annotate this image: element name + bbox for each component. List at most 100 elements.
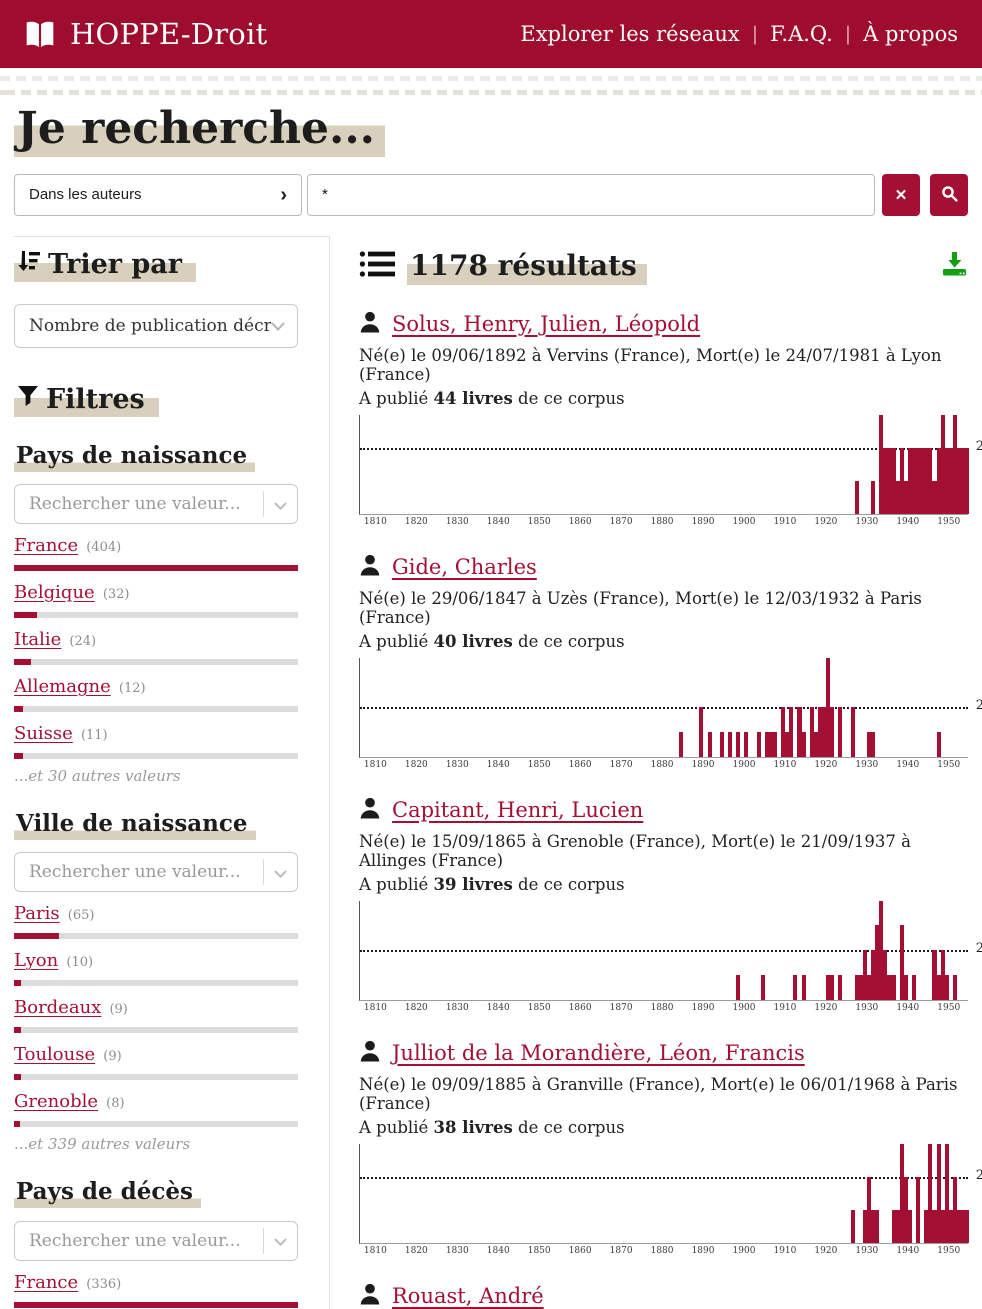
nav-faq[interactable]: F.A.Q. — [770, 22, 833, 46]
facet-search-input[interactable]: Rechercher une valeur... — [14, 484, 298, 525]
facet-value-link[interactable]: France — [14, 1271, 79, 1293]
sort-select[interactable]: Nombre de publication décroissant — [14, 303, 298, 348]
author-bio: Né(e) le 29/06/1847 à Uzès (France), Mor… — [359, 588, 922, 627]
search-button[interactable] — [930, 173, 968, 216]
download-icon — [941, 251, 968, 281]
x-tick-label: 1810 — [363, 759, 387, 770]
facet-value-count: (12) — [114, 681, 146, 697]
results-count-label: 1178 résultats — [407, 249, 647, 286]
chart-bar — [772, 731, 778, 757]
author-name-link[interactable]: Julliot de la Morandière, Léon, Francis — [392, 1040, 805, 1065]
x-tick-label: 1820 — [404, 1245, 428, 1256]
chart-bar — [871, 731, 876, 757]
x-tick-label: 1900 — [732, 1245, 756, 1256]
author-name-link[interactable]: Capitant, Henri, Lucien — [392, 797, 644, 822]
author-name-link[interactable]: Rouast, André — [392, 1283, 544, 1308]
chart-bar — [760, 974, 765, 1000]
reference-line — [360, 447, 968, 450]
chart-bar — [940, 414, 945, 514]
facet-bar-fill — [14, 980, 22, 987]
facet-item: France (336) — [14, 1272, 298, 1308]
x-tick-label: 1860 — [568, 1002, 592, 1013]
search-icon — [941, 185, 958, 205]
author-bio: Né(e) le 09/09/1885 à Granville (France)… — [359, 1074, 958, 1113]
x-tick-label: 1850 — [527, 1002, 551, 1013]
chart-bar — [932, 950, 937, 1000]
chart-bar — [952, 974, 957, 1000]
chart-bar — [781, 707, 786, 757]
chart-bar — [727, 731, 733, 757]
facet-value-link[interactable]: Lyon — [14, 950, 59, 972]
chart-bar — [920, 447, 925, 514]
nav-separator: | — [751, 23, 759, 45]
x-tick-label: 1950 — [937, 516, 961, 527]
chart-bar — [944, 447, 949, 514]
x-tick-label: 1820 — [404, 759, 428, 770]
chart-bar — [916, 1176, 921, 1243]
facet-search-input[interactable]: Rechercher une valeur... — [14, 852, 298, 893]
facet-value-link[interactable]: Grenoble — [14, 1091, 98, 1113]
publication-histogram: 2 1810 1820 1830 1840 1850 1860 1870 1880 1890 19… — [359, 900, 982, 1016]
reference-line — [360, 707, 968, 710]
facet-search-input[interactable]: Rechercher une valeur... — [14, 1220, 298, 1261]
chart-bar — [940, 950, 945, 1000]
x-tick-label: 1950 — [937, 1245, 961, 1256]
x-tick-label: 1850 — [527, 759, 551, 770]
x-tick-label: 1840 — [486, 759, 510, 770]
facet-value-link[interactable]: Toulouse — [14, 1044, 96, 1066]
sort-descending-icon — [16, 249, 42, 280]
facet-title: Ville de naissance — [14, 810, 298, 841]
x-tick-label: 1930 — [855, 759, 879, 770]
x-tick-label: 1930 — [855, 1245, 879, 1256]
search-scope-select[interactable]: Dans les auteurs › — [14, 173, 302, 216]
download-results-button[interactable] — [941, 250, 968, 281]
result-item: Capitant, Henri, Lucien Né(e) le 15/09/1… — [359, 797, 982, 1016]
x-tick-label: 1830 — [445, 759, 469, 770]
author-name-link[interactable]: Solus, Henry, Julien, Léopold — [392, 311, 701, 336]
chevron-down-icon — [274, 495, 287, 514]
chart-bar — [924, 447, 929, 514]
x-tick-label: 1890 — [691, 1245, 715, 1256]
author-publication-count: A publié 38 livres de ce corpus — [359, 1117, 625, 1137]
facet-value-link[interactable]: Bordeaux — [14, 997, 102, 1019]
facet-bar-fill — [14, 753, 23, 760]
x-tick-label: 1810 — [363, 1245, 387, 1256]
facet-value-link[interactable]: France — [14, 535, 79, 557]
chart-bar — [838, 974, 843, 1000]
search-input[interactable] — [307, 173, 875, 216]
chart-bar — [793, 974, 798, 1000]
chart-bar — [871, 950, 876, 1000]
facet-value-link[interactable]: Paris — [14, 903, 60, 925]
chart-bar — [875, 925, 880, 1000]
facet-bar-track — [14, 753, 298, 760]
facet-search-placeholder: Rechercher une valeur... — [29, 862, 241, 883]
nav-explorer-les-reseaux[interactable]: Explorer les réseaux — [520, 22, 740, 46]
chart-bar — [756, 731, 761, 757]
facet-bar-fill — [14, 1027, 21, 1034]
filters-sidebar: Trier par Nombre de publication décroiss… — [14, 235, 330, 1309]
chart-bar — [826, 974, 831, 1000]
brand[interactable]: HOPPE-Droit — [24, 17, 267, 51]
facet-value-link[interactable]: Belgique — [14, 582, 95, 604]
facet-title: Pays de décès — [14, 1178, 298, 1209]
publication-histogram: 2 1810 1820 1830 1840 1850 1860 1870 1880 1890 19… — [359, 414, 982, 530]
x-tick-label: 1910 — [773, 1245, 797, 1256]
chart-bar — [719, 731, 724, 757]
chart-bar — [875, 1209, 880, 1243]
facet-value-link[interactable]: Italie — [14, 629, 62, 651]
facet-bar-fill — [14, 1121, 21, 1128]
facet-bar-fill — [14, 1074, 21, 1081]
author-bio: Né(e) le 15/09/1865 à Grenoble (France),… — [359, 831, 911, 870]
chart-bar — [801, 731, 806, 757]
x-tick-label: 1900 — [732, 759, 756, 770]
facet-value-link[interactable]: Allemagne — [14, 676, 111, 698]
nav-a-propos[interactable]: À propos — [863, 22, 958, 46]
close-icon: ✕ — [894, 186, 908, 204]
facet-section: Pays de décès Rechercher une valeur... F… — [14, 1178, 298, 1308]
chart-bar — [826, 657, 831, 757]
author-name-link[interactable]: Gide, Charles — [392, 554, 537, 579]
facet-value-link[interactable]: Suisse — [14, 723, 73, 745]
chart-bar — [854, 974, 859, 1000]
clear-search-button[interactable]: ✕ — [882, 173, 920, 216]
person-icon — [359, 554, 381, 580]
